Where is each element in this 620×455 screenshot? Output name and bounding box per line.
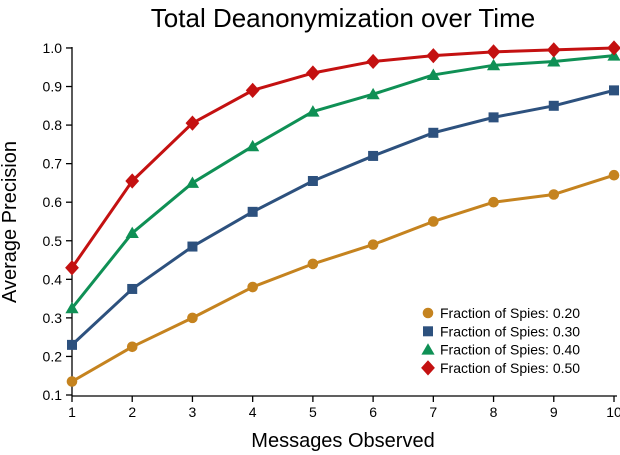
x-axis-label: Messages Observed bbox=[251, 430, 434, 452]
marker-fraction-of-spies-0.30 bbox=[609, 85, 619, 96]
marker-fraction-of-spies-0.30 bbox=[187, 241, 198, 252]
marker-fraction-of-spies-0.50 bbox=[366, 53, 381, 70]
marker-fraction-of-spies-0.20 bbox=[428, 216, 439, 227]
marker-fraction-of-spies-0.20 bbox=[307, 258, 319, 270]
legend-label-fraction-of-spies-0.20: Fraction of Spies: 0.20 bbox=[440, 305, 580, 321]
marker-fraction-of-spies-0.40 bbox=[306, 105, 320, 117]
x-tick-label: 3 bbox=[189, 404, 197, 420]
y-tick-label: 0.3 bbox=[43, 310, 63, 326]
line-fraction-of-spies-0.30 bbox=[70, 88, 615, 346]
y-tick-label: 0.1 bbox=[43, 387, 63, 403]
legend-label-fraction-of-spies-0.30: Fraction of Spies: 0.30 bbox=[440, 323, 580, 339]
marker-fraction-of-spies-0.40 bbox=[246, 139, 260, 152]
y-tick-label: 0.8 bbox=[43, 117, 63, 133]
x-tick-label: 6 bbox=[369, 404, 377, 420]
y-tick-label: 0.5 bbox=[43, 233, 63, 249]
marker-fraction-of-spies-0.50 bbox=[426, 48, 441, 64]
x-tick-label: 5 bbox=[309, 404, 317, 420]
x-tick-label: 1 bbox=[68, 404, 76, 420]
legend-label-fraction-of-spies-0.40: Fraction of Spies: 0.40 bbox=[440, 342, 580, 358]
y-tick-label: 1.0 bbox=[43, 40, 63, 56]
legend-marker-fraction-of-spies-0.20 bbox=[422, 307, 434, 319]
series-lines bbox=[65, 40, 620, 387]
marker-fraction-of-spies-0.50 bbox=[125, 173, 140, 189]
marker-fraction-of-spies-0.50 bbox=[245, 82, 260, 98]
line-fraction-of-spies-0.40 bbox=[70, 54, 615, 310]
marker-fraction-of-spies-0.50 bbox=[607, 40, 620, 56]
x-tick-label: 9 bbox=[550, 404, 558, 420]
x-tick-label: 7 bbox=[429, 404, 437, 420]
axes: 0.1 0.2 0.3 0.4 0.5 0.6 0.7 0.8 0.9 1.0 1 2 3 4 5 6 7 8 9 1… bbox=[43, 40, 620, 420]
marker-fraction-of-spies-0.50 bbox=[65, 260, 79, 276]
marker-fraction-of-spies-0.40 bbox=[65, 301, 79, 314]
line-fraction-of-spies-0.20 bbox=[71, 173, 615, 383]
y-tick-label: 0.2 bbox=[43, 348, 63, 364]
marker-fraction-of-spies-0.30 bbox=[368, 150, 379, 161]
x-tick-label: 2 bbox=[128, 404, 136, 420]
marker-fraction-of-spies-0.30 bbox=[548, 100, 559, 111]
marker-fraction-of-spies-0.30 bbox=[247, 206, 258, 217]
x-tick-label: 4 bbox=[249, 404, 257, 420]
marker-fraction-of-spies-0.50 bbox=[546, 42, 561, 58]
marker-fraction-of-spies-0.40 bbox=[185, 176, 200, 188]
marker-fraction-of-spies-0.40 bbox=[426, 68, 440, 80]
y-tick-label: 0.6 bbox=[43, 194, 63, 210]
marker-fraction-of-spies-0.40 bbox=[366, 87, 380, 100]
marker-fraction-of-spies-0.20 bbox=[126, 341, 138, 353]
marker-fraction-of-spies-0.20 bbox=[608, 169, 620, 181]
y-tick-label: 0.4 bbox=[43, 271, 63, 287]
legend-marker-fraction-of-spies-0.50 bbox=[421, 360, 435, 376]
legend-marker-fraction-of-spies-0.30 bbox=[423, 326, 433, 337]
marker-fraction-of-spies-0.20 bbox=[488, 196, 499, 208]
legend-label-fraction-of-spies-0.50: Fraction of Spies: 0.50 bbox=[440, 360, 580, 376]
marker-fraction-of-spies-0.20 bbox=[66, 376, 78, 387]
y-tick-label: 0.9 bbox=[43, 79, 63, 95]
marker-fraction-of-spies-0.50 bbox=[305, 65, 320, 81]
y-tick-label: 0.7 bbox=[43, 156, 63, 172]
x-tick-label: 10 bbox=[606, 404, 620, 420]
marker-fraction-of-spies-0.20 bbox=[187, 312, 198, 324]
line-fraction-of-spies-0.50 bbox=[70, 46, 615, 269]
marker-fraction-of-spies-0.20 bbox=[548, 189, 560, 200]
marker-fraction-of-spies-0.40 bbox=[486, 58, 501, 71]
marker-fraction-of-spies-0.20 bbox=[247, 281, 258, 293]
marker-fraction-of-spies-0.30 bbox=[67, 339, 77, 350]
chart-title: Total Deanonymization over Time bbox=[151, 3, 535, 33]
marker-fraction-of-spies-0.50 bbox=[486, 44, 501, 60]
marker-fraction-of-spies-0.40 bbox=[547, 55, 561, 67]
marker-fraction-of-spies-0.50 bbox=[185, 115, 200, 131]
y-axis-label: Average Precision bbox=[0, 141, 21, 303]
marker-fraction-of-spies-0.30 bbox=[428, 127, 439, 138]
x-tick-label: 8 bbox=[490, 404, 498, 420]
marker-fraction-of-spies-0.30 bbox=[307, 175, 318, 186]
legend: Fraction of Spies: 0.20 Fraction of Spies… bbox=[421, 305, 580, 376]
marker-fraction-of-spies-0.20 bbox=[367, 239, 379, 250]
marker-fraction-of-spies-0.40 bbox=[125, 226, 139, 239]
marker-fraction-of-spies-0.30 bbox=[127, 283, 138, 294]
legend-marker-fraction-of-spies-0.40 bbox=[421, 343, 435, 355]
marker-fraction-of-spies-0.30 bbox=[488, 112, 499, 123]
